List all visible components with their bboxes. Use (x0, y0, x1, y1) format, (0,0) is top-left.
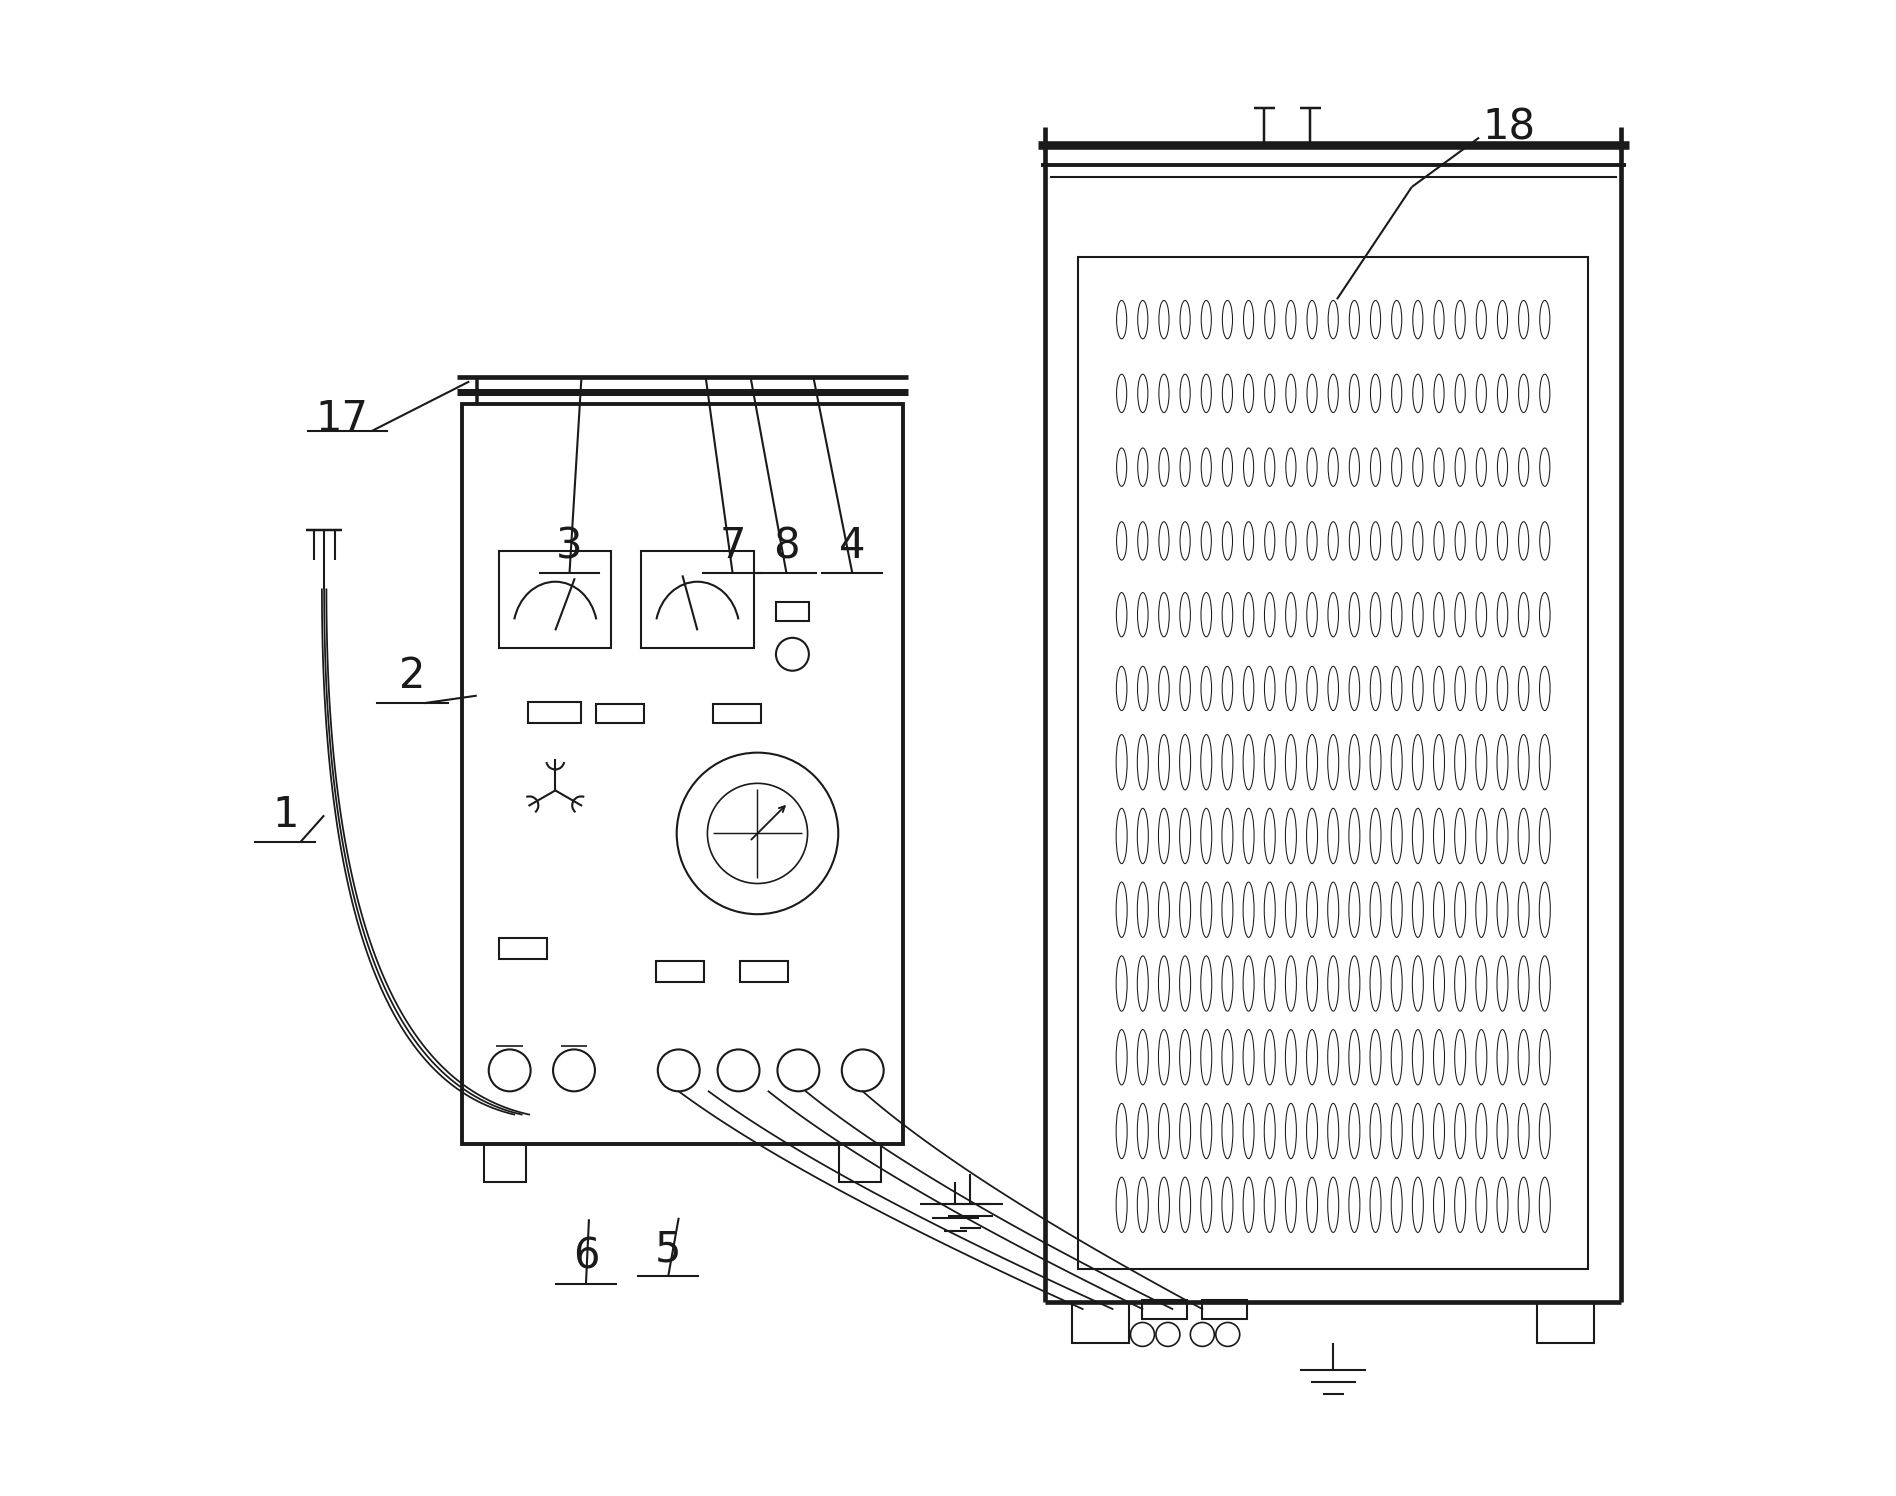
Text: 1: 1 (271, 794, 298, 836)
Text: 5: 5 (654, 1228, 681, 1270)
Text: 4: 4 (840, 525, 865, 567)
Bar (1071, 1302, 1128, 1343)
Bar (483, 1144, 525, 1182)
Bar (1079, 257, 1589, 1269)
Bar (1202, 1300, 1248, 1319)
Bar (597, 703, 645, 723)
Text: 2: 2 (400, 655, 425, 697)
Bar (529, 702, 580, 723)
Bar (1143, 1300, 1187, 1319)
Text: 18: 18 (1483, 106, 1536, 148)
Bar (1538, 1302, 1595, 1343)
Bar (499, 938, 548, 959)
Text: 17: 17 (315, 398, 368, 440)
Text: 6: 6 (573, 1236, 599, 1278)
Bar (641, 551, 753, 648)
Bar (838, 1144, 880, 1182)
Bar (713, 703, 760, 723)
Text: 8: 8 (774, 525, 800, 567)
Bar (775, 601, 810, 621)
Bar (656, 960, 703, 981)
Text: 7: 7 (719, 525, 745, 567)
Text: 3: 3 (556, 525, 582, 567)
Bar (739, 960, 787, 981)
Bar (499, 551, 611, 648)
Bar (463, 404, 902, 1144)
